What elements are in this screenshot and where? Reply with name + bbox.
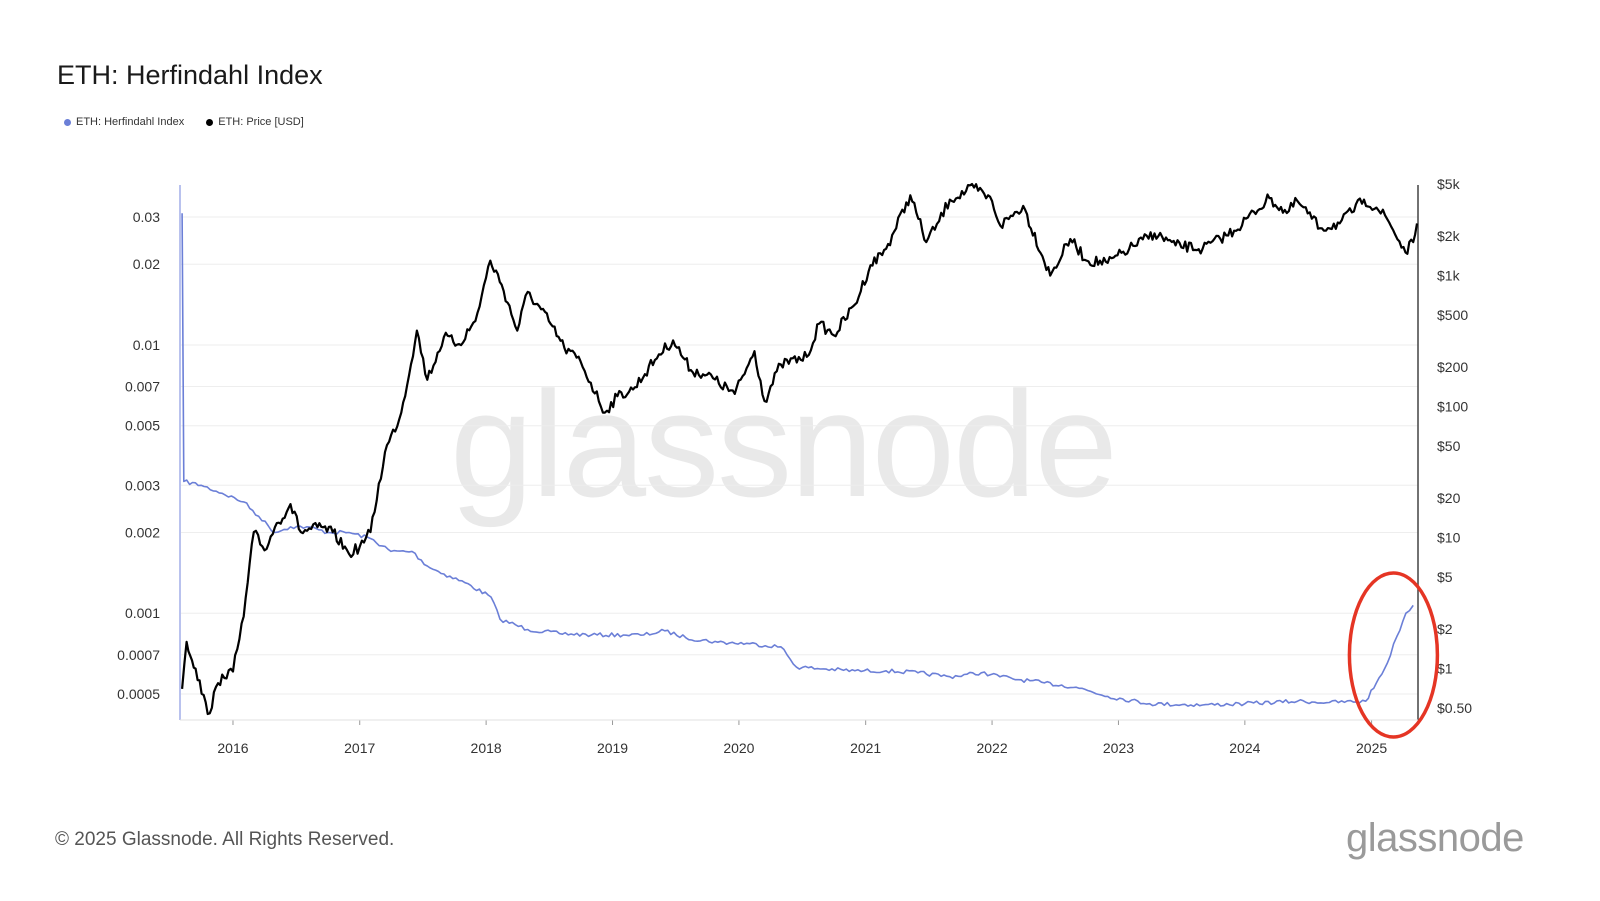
y-left-tick-label: 0.0005 [117, 686, 160, 702]
y-right-tick-label: $50 [1437, 438, 1461, 454]
y-right-tick-label: $1k [1437, 268, 1461, 284]
series-line-eth-price [181, 182, 1419, 716]
annotation-ellipse [1347, 571, 1440, 739]
y-left-tick-label: 0.001 [125, 605, 160, 621]
y-left-tick-label: 0.003 [125, 477, 160, 493]
y-right-tick-label: $20 [1437, 490, 1461, 506]
y-right-tick-label: $500 [1437, 307, 1468, 323]
copyright-text: © 2025 Glassnode. All Rights Reserved. [55, 829, 395, 850]
y-right-tick-label: $5 [1437, 569, 1453, 585]
x-tick-label: 2025 [1356, 740, 1387, 756]
y-left-tick-label: 0.002 [125, 524, 160, 540]
chart-title: ETH: Herfindahl Index [57, 60, 323, 91]
y-left-tick-label: 0.03 [133, 209, 160, 225]
x-tick-label: 2017 [344, 740, 375, 756]
watermark-logo: glassnode [450, 360, 1118, 528]
y-left-tick-label: 0.02 [133, 256, 160, 272]
x-tick-label: 2023 [1103, 740, 1134, 756]
footer-logo: glassnode [1346, 816, 1524, 860]
y-right-tick-label: $2 [1437, 621, 1453, 637]
y-right-tick-label: $100 [1437, 399, 1468, 415]
y-left-tick-label: 0.0007 [117, 647, 160, 663]
legend-dot-price [206, 118, 214, 126]
grid-lines [180, 216, 1418, 695]
y-left-tick-label: 0.005 [125, 418, 160, 434]
y-right-tick-label: $5k [1437, 176, 1461, 192]
y-left-tick-label: 0.007 [125, 379, 160, 395]
legend-item-index[interactable]: ETH: Herfindahl Index [64, 116, 184, 128]
legend-dot-index [64, 118, 71, 126]
legend: ETH: Herfindahl Index ETH: Price [USD] [64, 116, 304, 128]
series-line-herfindahl-index [181, 213, 1414, 708]
y-right-tick-label: $2k [1437, 228, 1461, 244]
x-tick-label: 2020 [723, 740, 754, 756]
x-tick-label: 2022 [976, 740, 1007, 756]
y-right-tick-label: $0.50 [1437, 700, 1472, 716]
y-left-tick-label: 0.01 [133, 337, 160, 353]
legend-item-price[interactable]: ETH: Price [USD] [206, 116, 304, 128]
legend-label-price: ETH: Price [USD] [218, 116, 304, 128]
series-lines [181, 182, 1419, 716]
axes: 0.03 0.02 0.01 0.007 0.005 0.003 0.002 0.001 0.0… [117, 176, 1472, 756]
x-tick-label: 2018 [471, 740, 502, 756]
x-tick-label: 2021 [850, 740, 881, 756]
y-right-tick-label: $1 [1437, 661, 1453, 677]
y-right-tick-label: $200 [1437, 359, 1468, 375]
y-right-tick-label: $10 [1437, 530, 1461, 546]
legend-label-index: ETH: Herfindahl Index [76, 116, 185, 128]
annotations [1347, 571, 1440, 739]
x-tick-label: 2019 [597, 740, 628, 756]
x-tick-label: 2024 [1229, 740, 1260, 756]
x-tick-label: 2016 [217, 740, 248, 756]
